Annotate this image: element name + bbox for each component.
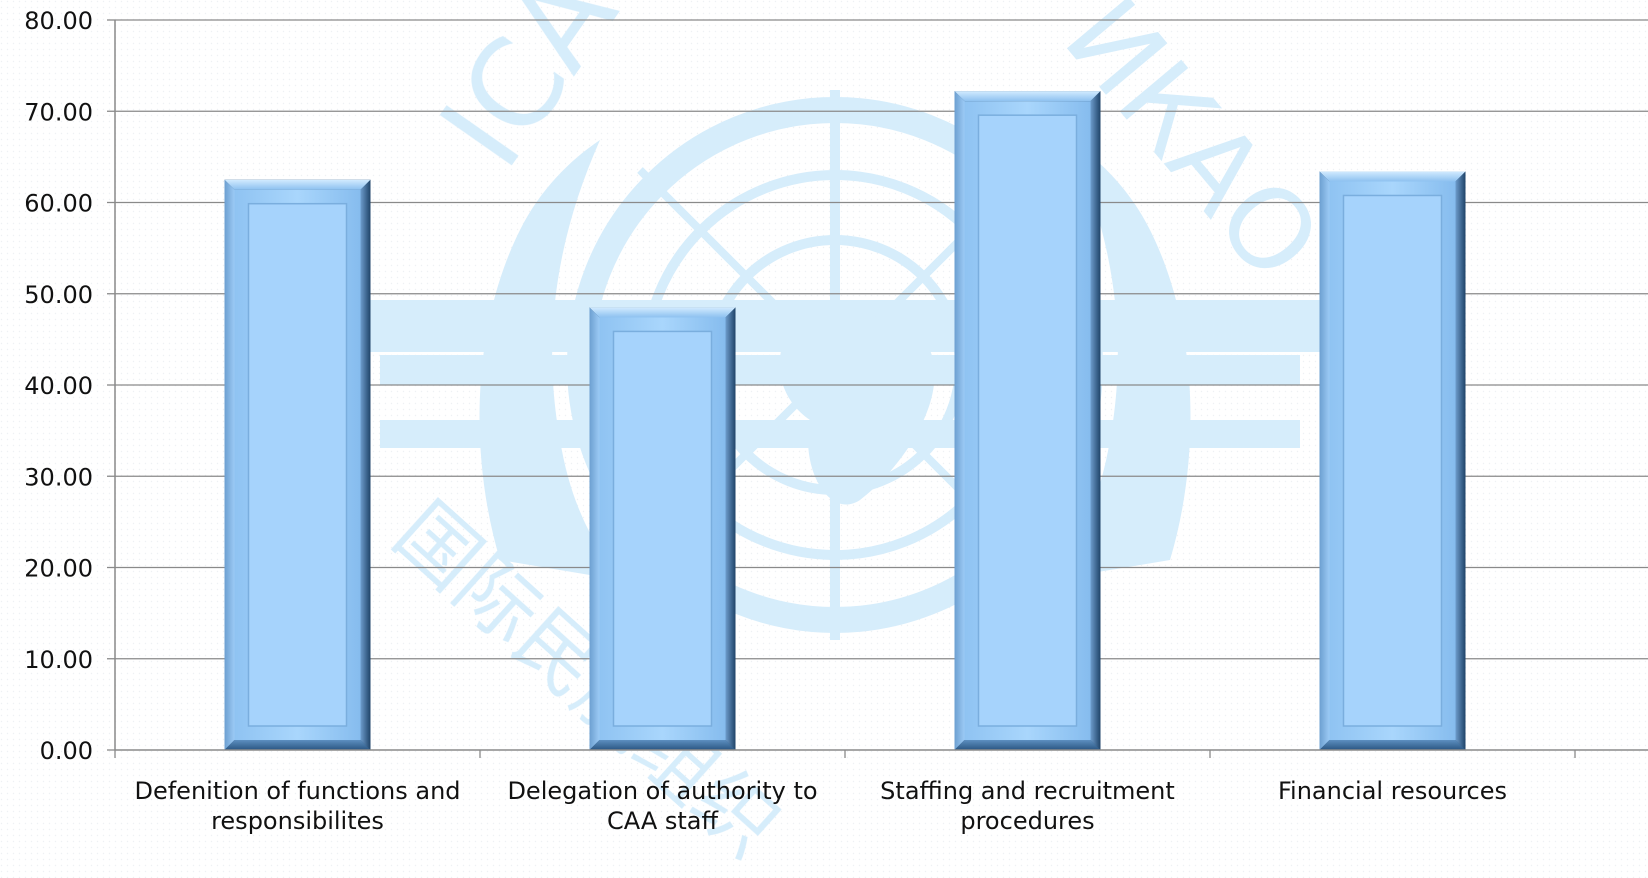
y-tick-label: 60.00 — [24, 190, 93, 218]
bar — [589, 307, 736, 750]
axes — [114, 20, 1648, 751]
bar — [1319, 171, 1466, 751]
x-category-label: Financial resources — [1278, 777, 1507, 805]
x-category-label: Staffing and recruitment — [880, 777, 1175, 805]
bar — [224, 179, 371, 750]
x-category-label: CAA staff — [607, 807, 719, 835]
y-tick-label: 20.00 — [24, 555, 93, 583]
y-tick-label: 0.00 — [40, 737, 93, 765]
x-category-label: procedures — [960, 807, 1094, 835]
bar — [954, 91, 1101, 751]
x-category-label: Defenition of functions and — [134, 777, 460, 805]
y-tick-label: 70.00 — [24, 98, 93, 126]
y-tick-label: 50.00 — [24, 281, 93, 309]
x-category-label: Delegation of authority to — [507, 777, 817, 805]
bars — [224, 91, 1466, 751]
x-axis-labels: Defenition of functions andresponsibilit… — [114, 750, 1576, 835]
y-tick-label: 80.00 — [24, 7, 93, 35]
y-tick-label: 10.00 — [24, 646, 93, 674]
y-axis-ticks: 0.00 10.00 20.00 30.00 40.00 50.00 60.00 70.00 8… — [24, 7, 115, 765]
y-tick-label: 40.00 — [24, 372, 93, 400]
x-category-label: responsibilites — [211, 807, 384, 835]
y-tick-label: 30.00 — [24, 463, 93, 491]
